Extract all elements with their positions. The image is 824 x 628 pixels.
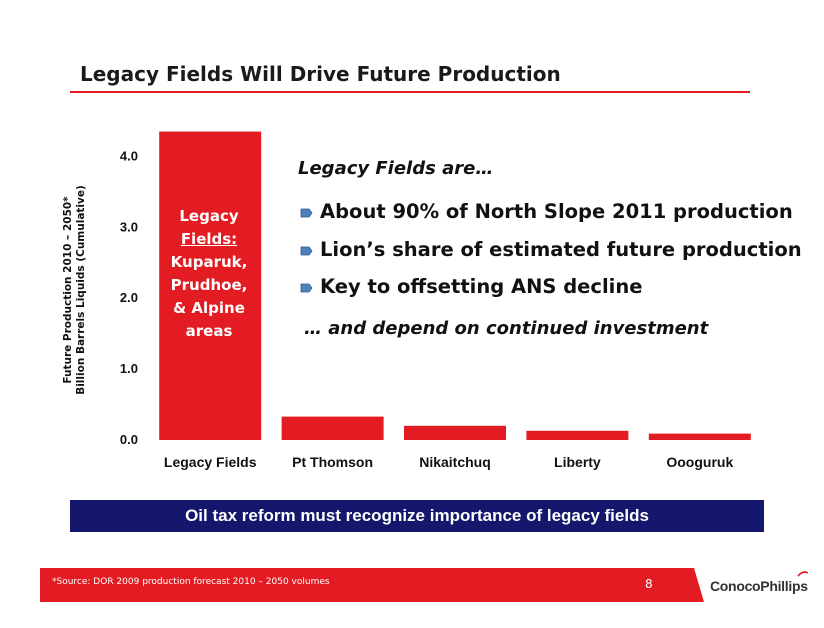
bar-legacy-fields (159, 131, 262, 440)
y-axis-label-line1: Future Production 2010 – 2050* (62, 196, 74, 384)
footer-bar: *Source: DOR 2009 production forecast 20… (40, 568, 824, 602)
y-axis-label: Future Production 2010 – 2050* Billion B… (40, 170, 110, 410)
bullet-arrow-icon (300, 283, 313, 293)
y-tick-label: 4.0 (120, 148, 138, 163)
title-underline (70, 91, 750, 93)
bullet-item: Key to offsetting ANS decline (300, 275, 802, 313)
bar-annotation-line: & Alpine (173, 299, 245, 317)
logo-wordmark: ConocoPhillips (710, 578, 808, 594)
y-axis-label-line2: Billion Barrels Liquids (Cumulative) (75, 185, 87, 395)
bar-annotation-line: Kuparuk, (170, 253, 248, 271)
bullet-arrow-icon (300, 208, 313, 218)
bullet-item: About 90% of North Slope 2011 production (300, 200, 802, 238)
logo-swoosh-icon (680, 568, 809, 602)
bullet-text: Lion’s share of estimated future product… (320, 237, 802, 261)
bullet-list: About 90% of North Slope 2011 production… (300, 200, 802, 313)
x-category-label: Oooguruk (666, 454, 733, 470)
slide-title: Legacy Fields Will Drive Future Producti… (80, 62, 561, 86)
bar-oooguruk (648, 433, 751, 440)
bar-annotation-line: Fields: (180, 230, 238, 248)
bar-liberty (526, 430, 629, 440)
legacy-heading: Legacy Fields are… (298, 158, 494, 179)
y-tick-label: 2.0 (120, 290, 138, 305)
bar-annotation-line: Legacy (179, 207, 239, 225)
bullet-item: Lion’s share of estimated future product… (300, 238, 802, 276)
bar-pt-thomson (281, 416, 384, 440)
bullet-text: About 90% of North Slope 2011 production (320, 200, 793, 223)
source-footnote: *Source: DOR 2009 production forecast 20… (52, 577, 330, 587)
y-tick-label: 0.0 (120, 432, 138, 447)
y-tick-label: 3.0 (120, 219, 138, 234)
x-category-label: Legacy Fields (164, 454, 257, 470)
bar-nikaitchuq (404, 425, 506, 440)
page-number: 8 (645, 577, 653, 591)
x-category-label: Pt Thomson (292, 454, 373, 470)
y-tick-label: 1.0 (120, 361, 138, 376)
company-logo: ConocoPhillips (680, 568, 824, 602)
bullet-arrow-icon (300, 246, 313, 255)
x-category-label: Nikaitchuq (419, 454, 491, 470)
bar-annotation-line: Prudhoe, (170, 276, 248, 294)
bullet-text: Key to offsetting ANS decline (320, 275, 643, 298)
x-category-label: Liberty (554, 454, 601, 470)
legacy-bar-annotation: Legacy Fields: Kuparuk, Prudhoe, & Alpin… (158, 205, 260, 343)
bar-chart: 0.0 1.0 2.0 3.0 4.0 Legacy Fields Pt Thomson Ni… (120, 131, 751, 470)
bar-annotation-line: areas (185, 322, 233, 340)
reform-banner: Oil tax reform must recognize importance… (70, 500, 764, 532)
depend-text: … and depend on continued investment (304, 318, 709, 339)
